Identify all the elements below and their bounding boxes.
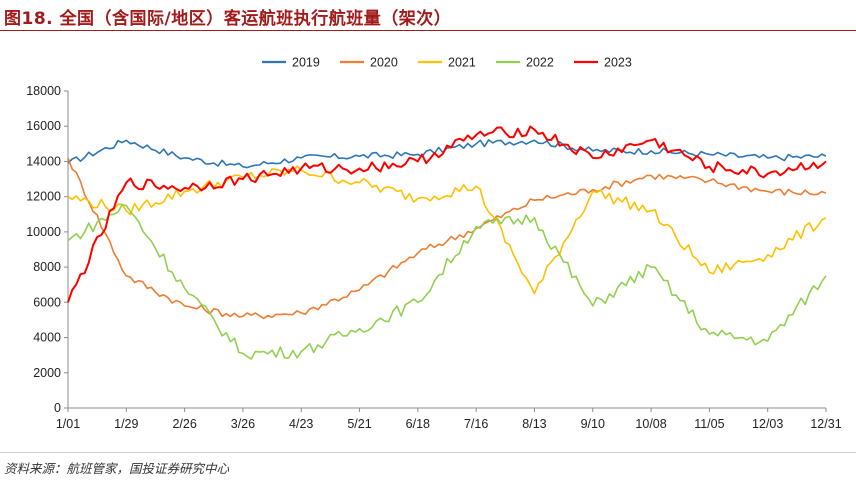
x-tick-label: 9/10 xyxy=(581,417,605,431)
x-tick-label: 7/16 xyxy=(464,417,488,431)
y-tick-label: 10000 xyxy=(26,225,61,239)
legend-label-2023: 2023 xyxy=(604,56,632,70)
x-tick-label: 12/03 xyxy=(752,417,783,431)
x-tick-label: 1/29 xyxy=(114,417,138,431)
title-bar: 图18. 全国（含国际/地区）客运航班执行航班量（架次） xyxy=(0,0,856,31)
chart-container: 0 2000 4000 6000 8000 10000 12000 14000 16000 180… xyxy=(0,32,856,452)
legend-label-2022: 2022 xyxy=(526,56,554,70)
y-tick-label: 12000 xyxy=(26,190,61,204)
series-line-2023 xyxy=(67,125,827,303)
x-tick-label: 4/23 xyxy=(289,417,313,431)
x-tick-label: 8/13 xyxy=(522,417,546,431)
y-tick-label: 6000 xyxy=(33,295,61,309)
y-tick-label: 0 xyxy=(54,401,61,415)
y-tick-label: 16000 xyxy=(26,119,61,133)
series-line-2021 xyxy=(67,165,827,295)
divider xyxy=(0,452,856,453)
legend-label-2019: 2019 xyxy=(292,56,320,70)
legend-label-2021: 2021 xyxy=(448,56,476,70)
x-tick-label: 1/01 xyxy=(56,417,80,431)
y-tick-label: 18000 xyxy=(26,84,61,98)
legend-label-2020: 2020 xyxy=(370,56,398,70)
x-tick-label: 11/05 xyxy=(694,417,724,431)
x-tick-label: 2/26 xyxy=(172,417,196,431)
x-tick-label: 10/08 xyxy=(635,417,666,431)
x-tick-label: 12/31 xyxy=(810,417,841,431)
series-line-2019 xyxy=(67,139,827,169)
x-tick-label: 3/26 xyxy=(231,417,255,431)
y-tick-label: 2000 xyxy=(33,366,61,380)
series-line-2020 xyxy=(67,157,827,320)
x-tick-label: 5/21 xyxy=(347,417,371,431)
x-tick-label: 6/18 xyxy=(406,417,430,431)
line-chart: 0 2000 4000 6000 8000 10000 12000 14000 16000 180… xyxy=(26,56,841,432)
figure-title: 图18. 全国（含国际/地区）客运航班执行航班量（架次） xyxy=(4,9,452,29)
y-tick-label: 4000 xyxy=(33,331,61,345)
series-line-2022 xyxy=(67,204,827,360)
y-tick-label: 8000 xyxy=(33,260,61,274)
y-tick-label: 14000 xyxy=(26,154,61,168)
source-note: 资料来源：航班管家，国投证券研究中心 xyxy=(4,461,230,476)
